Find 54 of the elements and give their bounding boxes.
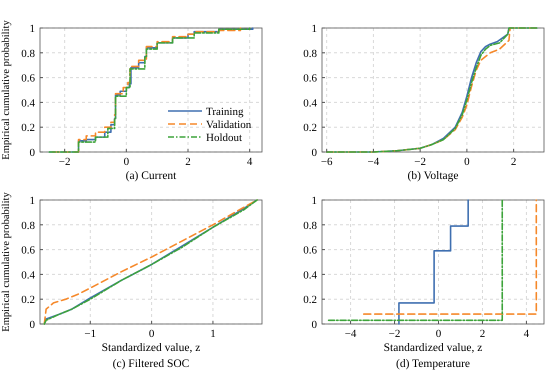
y-tick-label: 0: [30, 147, 36, 159]
x-tick-label: −4: [344, 328, 357, 340]
x-tick-label: −1: [84, 328, 96, 340]
y-tick-label: 0: [312, 147, 318, 159]
x-tick-label: 2: [480, 328, 486, 340]
y-tick-label: 1: [30, 23, 35, 35]
x-tick-label: 4: [246, 156, 253, 168]
y-tick-label: 1: [312, 23, 317, 35]
x-axis-title: Standardized value, z: [384, 342, 482, 354]
y-tick-label: 0: [312, 319, 318, 331]
x-axis-title: Standardized value, z: [102, 342, 200, 354]
text: (a) Current: [126, 170, 178, 182]
y-tick-label: 0: [30, 319, 36, 331]
legend-label: Holdout: [206, 132, 242, 144]
y-tick-label: 0.8: [21, 48, 36, 60]
legend-label: Training: [206, 106, 244, 118]
y-tick-label: 0.6: [21, 244, 36, 257]
y-tick-label: 0.6: [303, 72, 318, 85]
x-tick-label: 0: [436, 328, 442, 340]
x-tick-label: 4: [524, 328, 530, 340]
text: (b) Voltage: [408, 170, 458, 182]
y-axis-title: Empirical cumulative probability: [1, 20, 12, 160]
y-tick-label: 0.2: [21, 294, 35, 306]
y-tick-label: 0.4: [21, 97, 36, 110]
x-tick-label: 1: [210, 328, 216, 340]
y-tick-label: 0.2: [303, 294, 317, 306]
y-tick-label: 0.6: [303, 244, 318, 257]
line-series: [43, 199, 258, 325]
y-tick-label: 0.8: [303, 48, 318, 60]
y-tick-label: 0.8: [21, 220, 36, 232]
x-tick-label: −4: [368, 156, 380, 168]
y-tick-label: 1: [30, 195, 35, 207]
x-tick-label: 0: [464, 156, 470, 168]
y-tick-label: 0.4: [303, 97, 318, 110]
y-tick-label: 0.4: [303, 269, 318, 282]
x-tick-label: 2: [185, 156, 191, 168]
x-tick-label: −6: [320, 156, 334, 168]
y-tick-label: 0.6: [21, 72, 36, 85]
x-tick-label: 0: [148, 328, 155, 340]
x-tick-label: 2: [510, 156, 516, 168]
x-tick-label: −2: [58, 156, 71, 168]
legend-label: Validation: [206, 119, 252, 131]
text: (d) Temperature: [396, 358, 470, 370]
x-tick-label: −2: [414, 156, 426, 168]
text: (c) Filtered SOC: [112, 358, 190, 370]
y-tick-label: 0.2: [303, 122, 317, 134]
y-tick-label: 0.4: [21, 269, 36, 282]
x-tick-label: −2: [388, 328, 400, 340]
line-series: [326, 27, 538, 153]
y-tick-label: 0.2: [21, 122, 35, 134]
x-tick-label: 0: [124, 156, 130, 168]
y-tick-label: 0.8: [303, 220, 318, 232]
y-axis-title: Empirical cumulative probability: [1, 192, 12, 332]
y-tick-label: 1: [312, 195, 317, 207]
